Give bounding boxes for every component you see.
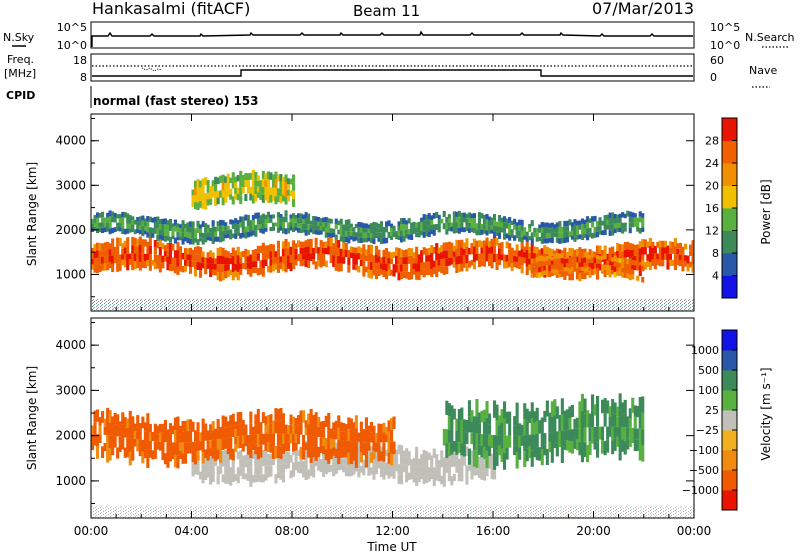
velocity-colorbar-segment-1 [722,470,737,491]
velocity-colorbar-tick-label-5: −100 [689,444,719,457]
xtick-label-2: 08:00 [275,524,310,538]
power-panel-background [91,114,694,311]
velocity-panel: 1000 2000 3000 4000 00:00 04:00 08:00 12:00 16:0… [25,114,711,554]
nave-tick-top: 60 [710,54,724,67]
power-feature-0 [91,236,694,282]
velocity-colorbar-segment-8 [722,330,737,351]
xtick-label-1: 04:00 [174,524,209,538]
velocity-ytick-label-0: 1000 [55,474,86,488]
xtick-label-0: 00:00 [74,524,109,538]
velocity-colorbar-segment-7 [722,350,737,371]
power-feature-3 [530,250,645,283]
velocity-colorbar-tick-label-6: −500 [689,464,719,477]
power-colorbar-segment-5 [722,163,737,186]
power-colorbar-segment-4 [722,185,737,209]
nsky-panel: N.Sky 10^5 10^0 10^5 10^0 N.Search [3,21,795,52]
xtick-label-6: 00:00 [677,524,712,538]
velocity-colorbar-tick-label-0: 1000 [691,344,719,357]
xtick-label-4: 16:00 [476,524,511,538]
power-ytick-label-0: 1000 [55,267,86,281]
velocity-colorbar-tick-label-7: −1000 [682,484,719,497]
power-colorbar-segment-7 [722,118,737,141]
cpid-label: CPID [6,89,35,102]
velocity-colorbar-tick-label-2: 100 [698,384,719,397]
power-feature-2 [191,169,296,210]
xlabel: Time UT [366,540,417,554]
power-ytick-label-1: 2000 [55,223,86,237]
nsky-trace [91,30,693,47]
power-colorbar-segment-6 [722,140,737,164]
power-colorbar-label: Power [dB] [759,179,773,244]
velocity-axis-ticks: 1000 2000 3000 4000 00:00 04:00 08:00 12:00 16:0… [55,114,711,538]
power-colorbar-segment-0 [722,275,737,299]
power-colorbar-tick-label-4: 20 [705,180,719,193]
cpid-text: normal (fast stereo) 153 [93,94,259,108]
velocity-colorbar-segment-5 [722,390,737,411]
power-feature-1 [91,210,645,246]
velocity-colorbar-segment-6 [722,370,737,391]
freq-trace [92,69,693,77]
nsky-tick-bottom: 10^0 [57,39,87,52]
velocity-colorbar-segment-0 [722,490,737,511]
velocity-colorbar-label: Velocity [m s⁻¹] [759,367,773,460]
power-ytick-label-3: 4000 [55,134,86,148]
nsky-label: N.Sky [3,31,35,44]
power-colorbar-tick-label-5: 24 [705,157,719,170]
power-colorbar-tick-label-2: 12 [705,225,719,238]
velocity-colorbar-segment-3 [722,430,737,451]
velocity-colorbar-frame [721,329,738,511]
power-panel: 1000 2000 3000 4000 Slant Range [km] [25,113,695,312]
xtick-label-5: 20:00 [576,524,611,538]
velocity-colorbar-tick-label-1: 500 [698,364,719,377]
date-title: 07/Mar/2013 [592,0,694,18]
velocity-colorbar-tick-label-4: −25 [696,424,719,437]
nsearch-tick-top: 10^5 [710,21,740,34]
power-heatmap [91,169,694,311]
velocity-ytick-label-3: 4000 [55,338,86,352]
nsky-tick-top: 10^5 [57,21,87,34]
velocity-colorbar-segment-4 [722,410,737,431]
power-colorbar-tick-label-6: 28 [705,135,719,148]
velocity-colorbar: 1000 500 100 25 −25 −100 −500 −1000 [682,329,738,511]
power-colorbar-segment-3 [722,208,737,231]
freq-unit-label: [MHz] [4,67,36,80]
nave-trace-blip [141,67,163,72]
power-colorbar-tick-label-3: 16 [705,202,719,215]
velocity-ytick-label-1: 2000 [55,429,86,443]
freq-panel: Freq. [MHz] 18 8 60 0 Nave [4,53,777,88]
velocity-ytick-label-2: 3000 [55,383,86,397]
nave-tick-bottom: 0 [710,71,717,84]
velocity-feature-2 [442,393,645,470]
nave-label: Nave [749,64,777,77]
freq-tick-top: 18 [73,54,87,67]
station-title: Hankasalmi (fitACF) [92,0,250,18]
nsearch-tick-bottom: 10^0 [710,39,740,52]
power-colorbar: 4 8 12 16 20 24 28 [705,117,738,299]
nsearch-label: N.Search [745,31,795,44]
power-colorbar-segment-1 [722,253,737,276]
power-ytick-label-2: 3000 [55,178,86,192]
xtick-label-3: 12:00 [375,524,410,538]
freq-tick-bottom: 8 [80,71,87,84]
power-axis-ticks: 1000 2000 3000 4000 [55,117,694,298]
power-ylabel: Slant Range [km] [25,162,39,266]
power-colorbar-tick-label-0: 4 [712,270,719,283]
velocity-colorbar-tick-label-3: 25 [705,404,719,417]
nsky-panel-frame [90,21,695,49]
power-colorbar-segment-2 [722,230,737,254]
beam-title: Beam 11 [353,2,420,20]
velocity-ylabel: Slant Range [km] [25,366,39,470]
velocity-colorbar-segment-2 [722,450,737,471]
power-colorbar-tick-label-1: 8 [712,247,719,260]
velocity-feature-1 [91,407,396,469]
freq-panel-frame [90,53,695,82]
freq-label: Freq. [7,53,34,66]
